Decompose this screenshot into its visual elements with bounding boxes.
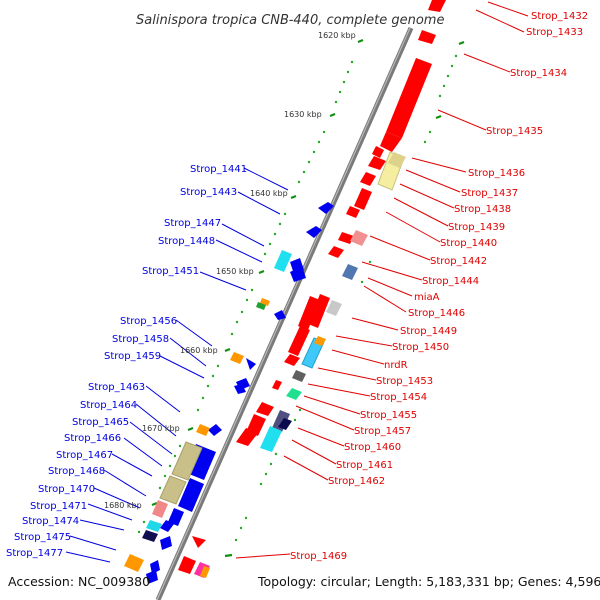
reverse-leader-lines — [65, 167, 289, 563]
gene-label[interactable]: Strop_1436 — [468, 168, 525, 179]
gene-label[interactable]: Strop_1460 — [344, 442, 401, 453]
gene-label[interactable]: Strop_1441 — [190, 164, 247, 175]
gene-label[interactable]: Strop_1450 — [392, 342, 449, 353]
genome-backbone — [155, 26, 414, 600]
gene-label[interactable]: Strop_1442 — [430, 256, 487, 267]
forward-leader-lines — [235, 1, 529, 559]
gene-label[interactable]: miaA — [414, 292, 440, 303]
gc-dots — [137, 54, 458, 542]
gene-label[interactable]: Strop_1466 — [64, 433, 121, 444]
gene-label[interactable]: Strop_1448 — [158, 236, 215, 247]
gene-label[interactable]: Strop_1465 — [72, 417, 129, 428]
gene-label[interactable]: Strop_1443 — [180, 187, 237, 198]
gene-label[interactable]: Strop_1439 — [448, 222, 505, 233]
gene-label[interactable]: Strop_1458 — [112, 334, 169, 345]
gene-label[interactable]: Strop_1464 — [80, 400, 137, 411]
gene-label[interactable]: nrdR — [384, 360, 408, 371]
gene-label[interactable]: Strop_1475 — [14, 532, 71, 543]
gene-label[interactable]: Strop_1462 — [328, 476, 385, 487]
reverse-genes — [146, 202, 334, 584]
kbp-axis-ticks — [151, 38, 465, 558]
gene-label[interactable]: Strop_1438 — [454, 204, 511, 215]
gene-label[interactable]: Strop_1432 — [531, 11, 588, 22]
gene-label[interactable]: Strop_1477 — [6, 548, 63, 559]
gene-label[interactable]: Strop_1457 — [354, 426, 411, 437]
gene-label[interactable]: Strop_1446 — [408, 308, 465, 319]
gene-label[interactable]: Strop_1468 — [48, 466, 105, 477]
genome-summary-text: Topology: circular; Length: 5,183,331 bp… — [257, 574, 600, 589]
tick-label: 1670 kbp — [142, 424, 180, 433]
gene-label[interactable]: Strop_1437 — [461, 188, 518, 199]
tick-label: 1630 kbp — [284, 110, 322, 119]
tick-label: 1650 kbp — [216, 267, 254, 276]
gene-label[interactable]: Strop_1471 — [30, 501, 87, 512]
gene-label[interactable]: Strop_1435 — [486, 126, 543, 137]
gene-label[interactable]: Strop_1455 — [360, 410, 417, 421]
gene-label[interactable]: Strop_1467 — [56, 450, 113, 461]
gene-label[interactable]: Strop_1463 — [88, 382, 145, 393]
gene-label[interactable]: Strop_1433 — [526, 27, 583, 38]
gene-label[interactable]: Strop_1451 — [142, 266, 199, 277]
gene-label[interactable]: Strop_1456 — [120, 316, 177, 327]
gene-label[interactable]: Strop_1444 — [422, 276, 479, 287]
gene-label[interactable]: Strop_1461 — [336, 460, 393, 471]
accession-text: Accession: NC_009380 — [8, 574, 150, 589]
gene-label[interactable]: Strop_1459 — [104, 351, 161, 362]
tick-label: 1680 kbp — [104, 501, 142, 510]
gene-label[interactable]: Strop_1434 — [510, 68, 567, 79]
gene-label[interactable]: Strop_1470 — [38, 484, 95, 495]
gene-label[interactable]: Strop_1474 — [22, 516, 79, 527]
gene-label[interactable]: Strop_1440 — [440, 238, 497, 249]
gene-label[interactable]: Strop_1447 — [164, 218, 221, 229]
reverse-genes-colored — [124, 250, 292, 572]
gene-label[interactable]: Strop_1449 — [400, 326, 457, 337]
tick-label: 1640 kbp — [250, 189, 288, 198]
gene-label[interactable]: Strop_1453 — [376, 376, 433, 387]
tick-label: 1620 kbp — [318, 31, 356, 40]
gene-label[interactable]: Strop_1469 — [290, 551, 347, 562]
map-title: Salinispora tropica CNB-440, complete ge… — [136, 13, 444, 28]
forward-genes — [178, 0, 446, 574]
forward-genes-colored — [194, 151, 406, 578]
tick-label: 1660 kbp — [180, 346, 218, 355]
gene-label[interactable]: Strop_1454 — [370, 392, 427, 403]
